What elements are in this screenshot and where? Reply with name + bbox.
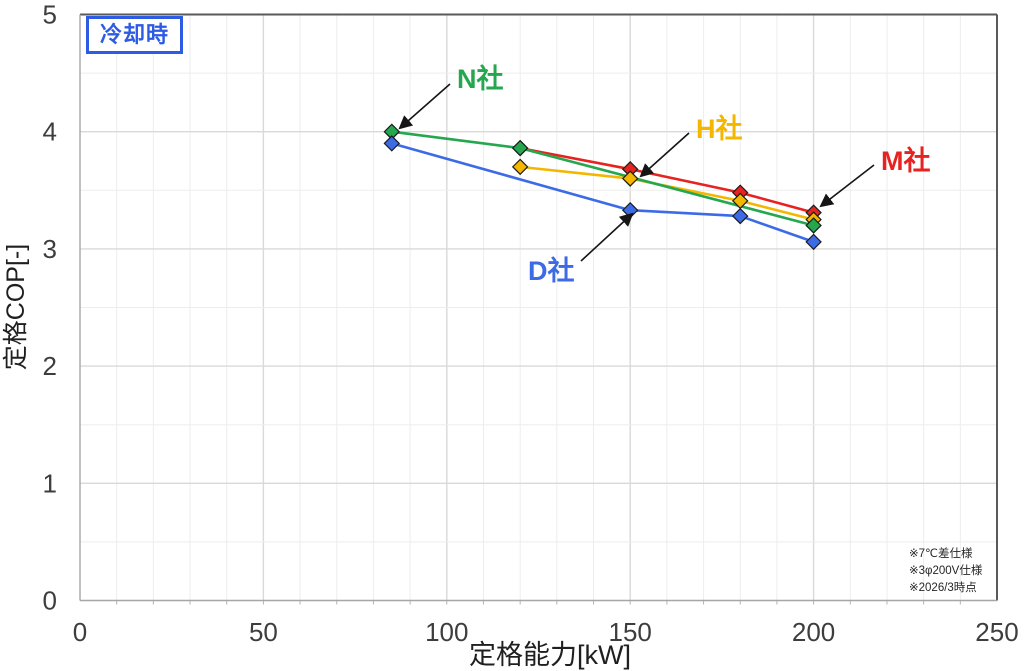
y-tick-label: 2	[43, 351, 57, 381]
y-tick-label: 3	[43, 234, 57, 264]
annotation-arrow-n	[398, 83, 451, 130]
x-tick-label: 150	[609, 617, 652, 647]
y-axis-title: 定格COP[-]	[2, 244, 30, 370]
data-point-d-0	[383, 135, 401, 152]
mode-badge-label: 冷却時	[100, 22, 170, 47]
annotation-label-m: M社	[881, 145, 931, 176]
data-point-h-1	[621, 170, 639, 187]
annotation-arrow-h	[639, 132, 690, 178]
series-line-h	[518, 165, 815, 221]
annotation-label-n: N社	[457, 63, 504, 94]
data-point-n-2	[805, 217, 822, 234]
data-point-d-3	[805, 233, 822, 251]
grid-layer	[80, 14, 997, 601]
note-line: ※3φ200V仕様	[909, 565, 983, 577]
annotation-arrow-d	[580, 212, 634, 262]
x-tick-label: 0	[73, 617, 87, 647]
data-point-d-2	[731, 207, 749, 225]
y-tick-label: 0	[43, 586, 57, 616]
annotation-layer: N社 H社 M社 D社	[398, 63, 931, 286]
annotation-label-d: D社	[528, 255, 575, 286]
y-tick-label: 1	[43, 468, 57, 498]
series-layer	[383, 123, 822, 251]
x-tick-label: 200	[792, 617, 835, 647]
spec-notes: ※7℃差仕様 ※3φ200V仕様 ※2026/3時点	[909, 546, 982, 597]
note-line: ※2026/3時点	[909, 582, 977, 594]
plot-frame	[79, 13, 998, 605]
x-tick-label: 50	[249, 617, 278, 647]
data-point-h-0	[511, 158, 529, 176]
data-point-n-1	[511, 139, 529, 157]
x-axis-title: 定格能力[kW]	[469, 640, 631, 670]
series-line-m	[518, 146, 815, 214]
series-line-d	[390, 142, 815, 244]
mode-badge: 冷却時	[86, 16, 184, 54]
y-tick-label: 5	[43, 0, 57, 30]
y-tick-label: 4	[43, 117, 57, 147]
series-line-n	[390, 130, 815, 227]
x-tick-label: 100	[425, 617, 468, 647]
annotation-label-h: H社	[696, 113, 743, 144]
x-tick-label: 250	[975, 617, 1018, 647]
tick-labels-layer: 0 50 100 150 200 250 0 1 2 3 4 5	[43, 0, 1019, 647]
note-line: ※7℃差仕様	[909, 548, 973, 560]
annotation-arrow-m	[819, 164, 875, 208]
